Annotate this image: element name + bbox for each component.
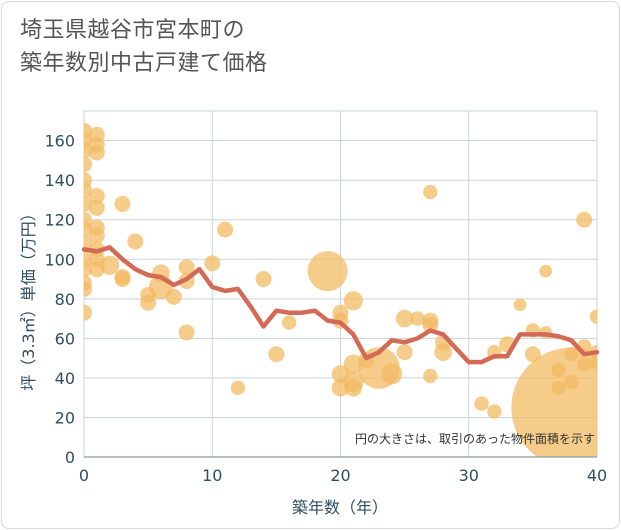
bubble-point (84, 280, 92, 297)
bubble-point (344, 379, 363, 397)
bubble-layer (84, 122, 597, 457)
bubble-point (564, 374, 579, 390)
y-tick-label: 140 (44, 171, 75, 190)
average-line-layer (81, 245, 600, 365)
bubble-point (140, 294, 157, 311)
bubble-point (576, 211, 593, 228)
bubble-point (396, 344, 413, 361)
bubble-point (84, 156, 92, 173)
bubble-point (539, 264, 553, 278)
y-tick-label: 20 (55, 408, 75, 427)
bubble-point (423, 184, 438, 200)
bubble-point (513, 298, 527, 312)
grid-lines (83, 110, 598, 458)
y-tick-label: 60 (55, 329, 75, 348)
bubble-point (410, 311, 425, 326)
bubble-point (282, 315, 297, 330)
bubble-point (114, 195, 131, 212)
bubble-point (114, 271, 131, 288)
bubble-point (268, 346, 285, 363)
bubble-point (165, 288, 182, 305)
axes-layer: 0 20 40 60 80 100 120 140 160 0 10 20 30 40 (44, 132, 607, 485)
bubble-point (589, 309, 597, 324)
bubble-point (487, 404, 502, 419)
x-tick-label: 30 (459, 466, 479, 485)
chart-title-line-1: 埼玉県越谷市宮本町の (20, 18, 246, 43)
chart-title-line-2: 築年数別中古戸建て価格 (20, 51, 268, 76)
y-tick-label: 120 (44, 211, 75, 230)
bubble-point (88, 144, 105, 161)
chart-title: 埼玉県越谷市宮本町の 築年数別中古戸建て価格 (20, 14, 580, 80)
y-tick-label: 100 (44, 250, 75, 269)
bubble-point (217, 221, 234, 238)
bubble-size-note: 円の大きさは、取引のあった物件面積を示す (355, 431, 595, 446)
y-tick-label: 80 (55, 290, 75, 309)
bubble-point (100, 255, 120, 275)
bubble-point (343, 291, 363, 311)
bubble-point (307, 251, 348, 292)
bubble-point (511, 347, 597, 457)
bubble-point (474, 396, 489, 411)
x-tick-label: 10 (202, 466, 222, 485)
bubble-point (589, 354, 597, 370)
bubble-point (422, 316, 439, 333)
bubble-point (178, 259, 195, 276)
x-axis-title: 築年数（年） (292, 498, 388, 517)
bubble-point (423, 368, 438, 384)
bubble-point (576, 356, 592, 372)
bubble-point (395, 309, 414, 328)
bubble-point (84, 304, 92, 321)
bubble-point (178, 324, 195, 341)
y-tick-label: 40 (55, 369, 75, 388)
bubble-point (524, 346, 541, 363)
x-tick-label: 0 (79, 466, 89, 485)
bubble-point (564, 346, 579, 362)
bubble-point (88, 188, 105, 205)
y-tick-label: 160 (44, 132, 75, 151)
bubble-point (204, 255, 221, 272)
bubble-point (343, 354, 363, 374)
bubble-point (230, 380, 246, 395)
bubble-point (127, 233, 144, 250)
bubble-point (255, 271, 272, 288)
bubble-point (434, 343, 452, 362)
average-price-line (81, 245, 600, 365)
bubble-point (88, 199, 105, 216)
bubble-point (88, 227, 105, 244)
y-tick-label: 0 (65, 448, 75, 467)
x-tick-label: 20 (330, 466, 350, 485)
bubble-point (381, 363, 403, 385)
y-axis-title: 坪（3.3㎡）単価（万円） (19, 205, 38, 390)
x-tick-label: 40 (587, 466, 607, 485)
